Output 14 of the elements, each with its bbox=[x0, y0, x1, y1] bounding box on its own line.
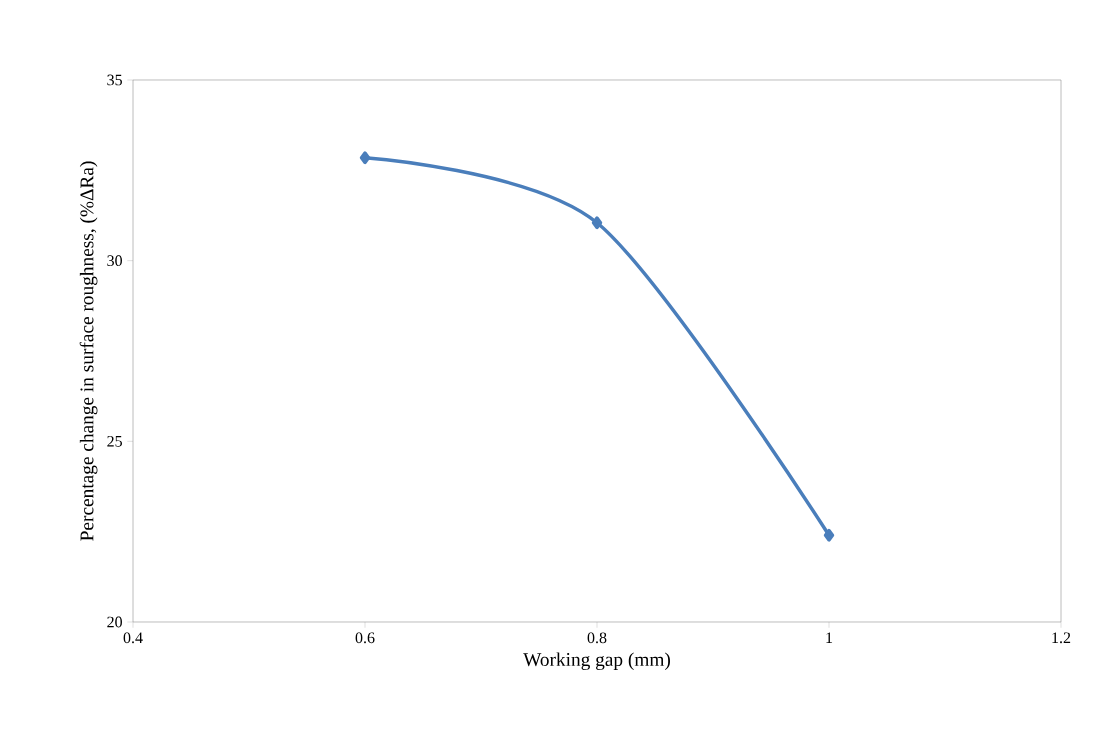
point bbox=[823, 528, 835, 542]
y-axis-title: Percentage change in surface roughness, (%ΔRa) bbox=[79, 161, 98, 541]
point bbox=[591, 216, 603, 230]
point bbox=[359, 151, 371, 165]
x-tick-label: 0.4 bbox=[123, 632, 143, 644]
x-tick-label: 0.8 bbox=[587, 632, 607, 644]
x-tick-label: 1 bbox=[826, 632, 833, 643]
x-tick-label: 1.2 bbox=[1052, 632, 1071, 644]
y-tick-label: 25 bbox=[107, 435, 122, 447]
y-tick-label: 20 bbox=[107, 616, 122, 628]
x-tick-label: 0.6 bbox=[355, 632, 375, 644]
x-axis-title: Working gap (mm) bbox=[523, 652, 670, 671]
y-tick-label: 35 bbox=[107, 74, 122, 86]
y-tick-label: 30 bbox=[107, 255, 122, 267]
